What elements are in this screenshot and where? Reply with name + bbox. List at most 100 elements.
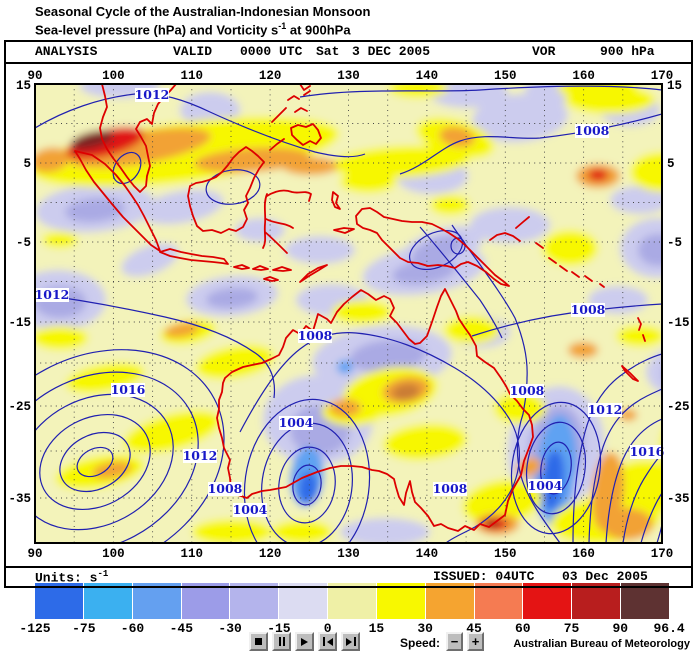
svg-text:130: 130 [337,69,360,83]
minus-icon: − [450,633,459,649]
svg-text:-5: -5 [667,236,682,250]
valid-date: 3 DEC 2005 [352,44,431,59]
svg-text:150: 150 [494,547,517,561]
svg-text:15: 15 [16,79,31,93]
svg-text:100: 100 [102,69,125,83]
colorbar-segment [279,583,328,619]
svg-text:120: 120 [259,547,282,561]
footer-separator [4,566,693,568]
svg-text:1012: 1012 [135,87,170,102]
stop-button[interactable] [249,632,268,651]
colorbar-segment [83,583,132,619]
svg-text:1012: 1012 [35,287,70,302]
svg-text:90: 90 [27,69,42,83]
svg-text:-15: -15 [667,316,690,330]
svg-text:1008: 1008 [571,302,606,317]
colorbar-tick: -125 [19,621,51,636]
longitude-ticks-bottom: 90 100 110 120 130 140 150 160 170 [27,547,673,561]
colorbar-tick: -60 [120,621,145,636]
colorbar-segment [181,583,230,619]
first-frame-button[interactable] [318,632,337,651]
svg-text:1008: 1008 [208,481,243,496]
colorbar-segment [523,583,572,619]
colorbar-tick: -75 [72,621,96,636]
speed-decrease-button[interactable]: − [446,632,463,651]
colorbar-tick: 96.4 [653,621,685,636]
valid-label: VALID [173,44,213,59]
header-separator [4,62,693,64]
latitude-ticks-right: 15 5 -5 -15 -25 -35 [667,79,690,506]
analysis-mode-label: ANALYSIS [35,44,98,59]
box-border-over-colorbar [4,586,693,588]
svg-text:-35: -35 [8,492,31,506]
svg-text:1004: 1004 [279,415,314,430]
isobar-value-labels: 1012 1008 1012 1008 1008 1016 1004 1012 … [35,87,665,517]
page-subtitle: Sea-level pressure (hPa) and Vorticity s… [35,21,351,38]
colorbar-segment [376,583,425,619]
valid-time: 0000 UTC [240,44,303,59]
svg-text:1008: 1008 [575,123,610,138]
speed-increase-button[interactable]: + [467,632,484,651]
colorbar-tick: -45 [169,621,193,636]
colorbar-tick: 90 [612,621,629,636]
coastlines [74,84,646,532]
valid-day: Sat [316,44,340,59]
colorbar-tick: 0 [323,621,332,636]
vorticity-colorbar [35,583,669,619]
svg-text:140: 140 [416,547,439,561]
last-frame-icon [345,637,352,646]
svg-text:110: 110 [181,69,204,83]
plot-frame [34,83,663,544]
colorbar-segment [132,583,181,619]
issued-label: ISSUED: 04UTC [433,569,535,584]
svg-text:-35: -35 [667,492,690,506]
svg-text:160: 160 [572,69,595,83]
svg-text:150: 150 [494,69,517,83]
speed-label: Speed: [400,636,441,650]
pause-icon [278,637,281,646]
colorbar-tick: 60 [514,621,531,636]
colorbar-tick: 75 [563,621,580,636]
colorbar-segment [328,583,376,619]
svg-text:120: 120 [259,69,282,83]
svg-text:-25: -25 [667,400,690,414]
svg-text:-5: -5 [16,236,31,250]
colorbar-segment [621,583,669,619]
svg-text:90: 90 [27,547,42,561]
svg-text:1004: 1004 [233,502,268,517]
units-label: Units: s-1 [35,569,109,586]
first-frame-icon [322,637,325,646]
colorbar-tick: -30 [218,621,242,636]
svg-text:15: 15 [667,79,682,93]
svg-text:170: 170 [651,69,674,83]
colorbar-segment [474,583,523,619]
play-button[interactable] [295,632,314,651]
pause-button[interactable] [272,632,291,651]
svg-text:5: 5 [667,157,675,171]
page-title: Seasonal Cycle of the Australian-Indones… [35,4,371,19]
svg-text:1004: 1004 [528,478,563,493]
field-label: VOR [532,44,556,59]
colorbar-segment [425,583,474,619]
colorbar-segment [572,583,621,619]
stop-icon [255,638,262,645]
svg-text:-15: -15 [8,316,31,330]
svg-text:130: 130 [337,547,360,561]
colorbar-segment [35,583,83,619]
svg-text:1012: 1012 [588,402,623,417]
latitude-ticks-left: 15 5 -5 -15 -25 -35 [8,79,31,506]
svg-text:5: 5 [23,157,31,171]
colorbar-segment [230,583,279,619]
svg-text:110: 110 [181,547,204,561]
svg-text:170: 170 [651,547,674,561]
svg-text:1016: 1016 [630,444,665,459]
svg-text:160: 160 [572,547,595,561]
colorbar-tick: 15 [368,621,385,636]
issued-date: 03 Dec 2005 [562,569,648,584]
longitude-ticks-top: 90 100 110 120 130 140 150 160 170 [27,69,673,83]
svg-text:1008: 1008 [510,383,545,398]
colorbar-tick: 30 [417,621,433,636]
last-frame-button[interactable] [341,632,360,651]
